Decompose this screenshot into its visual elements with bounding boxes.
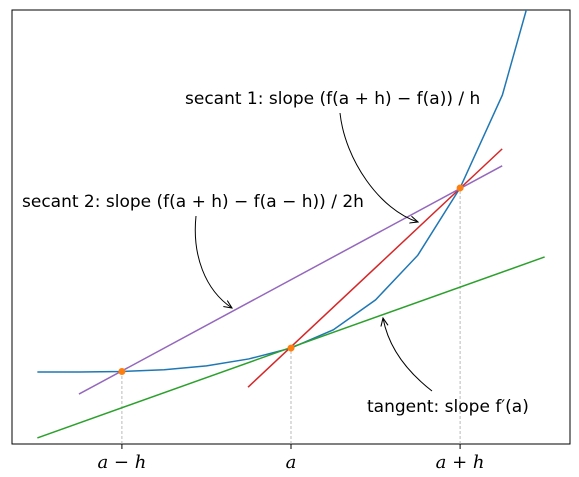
point bbox=[287, 344, 295, 352]
point bbox=[456, 184, 464, 192]
point bbox=[118, 368, 126, 376]
x-tick-label: a bbox=[286, 452, 297, 473]
plot-area bbox=[37, 10, 545, 444]
line bbox=[78, 165, 503, 395]
annotation: secant 1: slope (f(a + h) − f(a)) / h bbox=[185, 89, 480, 109]
x-tick-label: a − h bbox=[97, 452, 146, 473]
annotation-arrow bbox=[194, 215, 232, 308]
annotation: secant 2: slope (f(a + h) − f(a − h)) / … bbox=[22, 192, 364, 212]
line bbox=[37, 10, 528, 373]
line bbox=[247, 148, 503, 388]
annotation: tangent: slope f′(a) bbox=[367, 397, 529, 417]
x-tick-label: a + h bbox=[436, 452, 485, 473]
annotation-arrow bbox=[339, 112, 418, 222]
annotation-arrow bbox=[383, 318, 433, 392]
